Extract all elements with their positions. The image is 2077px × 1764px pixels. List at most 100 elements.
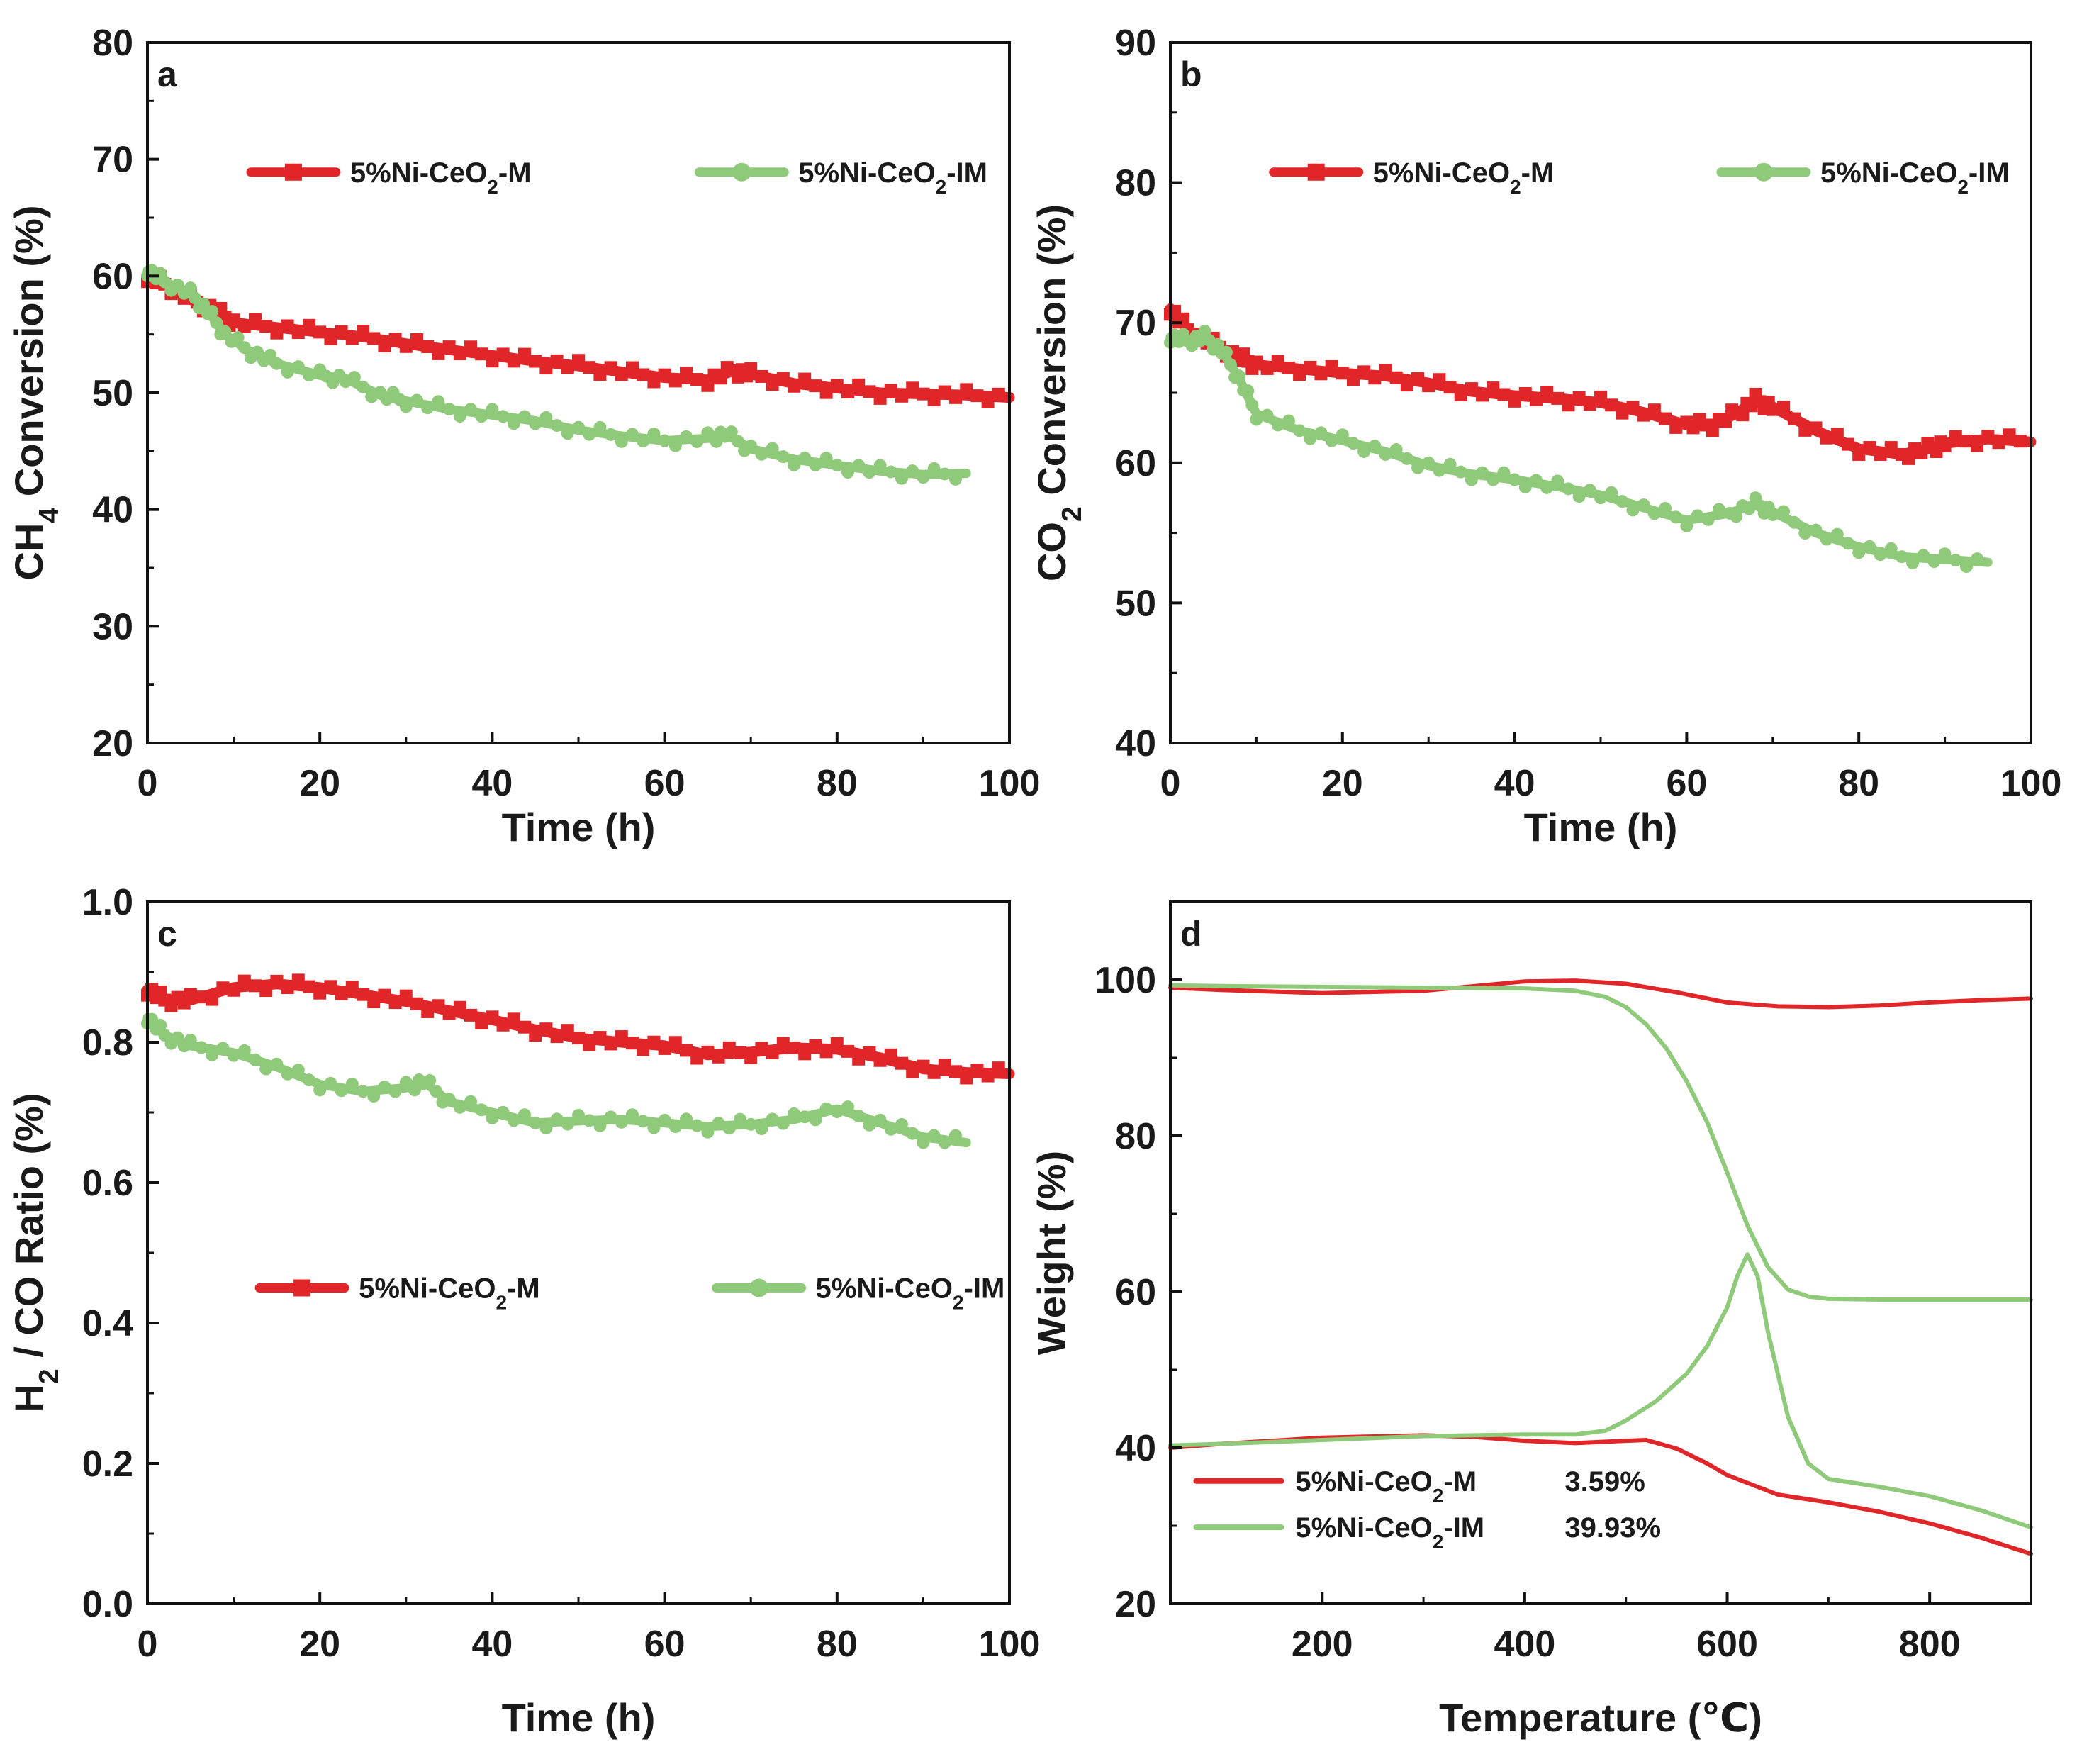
data-point-b-1: [1647, 507, 1661, 520]
legend-label-b-0-part-0: 5%Ni-CeO: [1373, 157, 1510, 189]
data-point-c-0: [237, 974, 251, 988]
data-point-b-1: [1927, 555, 1941, 569]
data-point-c-0: [712, 1050, 725, 1064]
data-point-a-0: [949, 391, 962, 404]
data-point-a-1: [604, 428, 617, 441]
data-point-b-0: [1959, 435, 1973, 448]
data-point-a-1: [561, 427, 574, 440]
y-axis-title-c-part-1: 2: [34, 1368, 65, 1384]
y-axis-title-c: H2 / CO Ratio (%): [6, 1093, 65, 1412]
data-point-c-0: [830, 1037, 844, 1050]
data-point-a-1: [593, 420, 607, 434]
data-point-b-1: [1325, 434, 1338, 447]
data-point-b-1: [1476, 466, 1489, 479]
data-point-a-1: [347, 371, 361, 384]
data-point-c-0: [432, 999, 445, 1012]
legend-marker: [1754, 162, 1773, 182]
data-point-a-0: [378, 339, 391, 352]
data-point-a-0: [572, 354, 585, 367]
legend-label-b-0-part-1: 2: [1510, 175, 1521, 197]
data-point-b-0: [1304, 360, 1317, 374]
data-point-a-1: [668, 439, 682, 452]
data-point-b-0: [1325, 359, 1338, 373]
x-tick-label: 60: [1666, 763, 1707, 804]
data-point-a-0: [507, 355, 520, 368]
data-point-b-1: [1798, 527, 1812, 540]
data-point-b-1: [1938, 547, 1952, 561]
data-point-a-0: [249, 313, 262, 326]
data-point-a-0: [486, 355, 499, 368]
data-point-c-1: [863, 1118, 876, 1132]
data-point-a-0: [421, 340, 435, 353]
legend-value-d-0: 3.59%: [1564, 1466, 1645, 1497]
data-point-b-0: [1583, 398, 1596, 411]
data-point-a-1: [475, 410, 488, 423]
legend-label-a-0: 5%Ni-CeO2-M: [350, 157, 532, 198]
data-point-b-0: [1863, 441, 1876, 454]
y-tick-label: 1.0: [82, 882, 133, 923]
data-point-a-1: [626, 428, 639, 441]
data-point-b-0: [1915, 446, 1928, 459]
data-point-c-1: [313, 1083, 327, 1097]
data-point-a-1: [197, 297, 211, 311]
data-point-a-1: [421, 401, 435, 415]
data-point-c-1: [496, 1105, 510, 1119]
data-point-a-0: [313, 325, 327, 339]
data-point-a-0: [227, 313, 240, 327]
data-point-a-0: [658, 368, 671, 381]
data-point-b-0: [1874, 447, 1887, 461]
data-point-c-1: [423, 1073, 437, 1087]
data-point-b-1: [1314, 426, 1328, 440]
data-point-b-0: [1422, 379, 1435, 393]
data-point-b-0: [1476, 389, 1489, 402]
y-tick-label: 80: [92, 23, 133, 64]
legend-label-c-1-part-1: 2: [953, 1291, 964, 1313]
data-point-b-1: [1260, 408, 1274, 422]
data-point-b-0: [1529, 393, 1543, 406]
legend-label-d-1-part-0: 5%Ni-CeO: [1295, 1512, 1432, 1544]
data-point-b-1: [1551, 474, 1564, 488]
data-point-b-1: [1411, 461, 1425, 474]
data-point-a-0: [259, 320, 273, 333]
data-point-c-1: [561, 1117, 574, 1131]
data-point-c-0: [852, 1052, 866, 1066]
plot-frame-d: [1169, 900, 2032, 1605]
legend-label-a-0-part-2: -M: [498, 157, 532, 189]
data-point-b-1: [1379, 447, 1392, 461]
data-point-b-0: [1487, 381, 1500, 395]
data-point-c-1: [626, 1108, 639, 1122]
data-point-b-0: [1336, 367, 1349, 380]
data-point-c-0: [701, 1045, 715, 1059]
legend-label-c-0-part-2: -M: [507, 1273, 540, 1305]
x-tick-label: 100: [979, 1624, 1041, 1665]
legend-label-a-0-part-1: 2: [487, 175, 498, 197]
data-point-a-0: [830, 379, 844, 392]
data-point-c-1: [852, 1109, 866, 1122]
data-point-c-0: [453, 1000, 466, 1014]
data-point-c-0: [809, 1039, 822, 1052]
data-point-a-0: [690, 373, 704, 386]
data-point-a-0: [561, 361, 574, 374]
data-point-b-1: [1842, 537, 1855, 550]
x-tick-label: 80: [817, 763, 858, 804]
data-point-c-1: [195, 1041, 208, 1054]
data-point-a-0: [895, 389, 908, 403]
data-point-a-0: [442, 340, 456, 354]
data-point-c-0: [744, 1051, 758, 1064]
data-point-b-0: [1852, 447, 1866, 461]
legend-marker: [293, 1279, 311, 1297]
y-tick-label: 40: [92, 490, 133, 531]
data-point-a-0: [680, 367, 693, 380]
data-point-a-1: [410, 393, 423, 407]
data-point-c-0: [270, 974, 284, 988]
data-point-b-1: [1241, 384, 1255, 398]
legend-label-b-1-part-0: 5%Ni-CeO: [1820, 157, 1957, 189]
data-point-a-0: [776, 372, 790, 385]
x-tick-label: 40: [471, 763, 513, 804]
data-point-b-0: [1572, 391, 1586, 404]
data-point-b-0: [1389, 371, 1403, 384]
data-point-c-1: [927, 1129, 941, 1142]
data-point-b-1: [1389, 443, 1403, 457]
data-point-c-1: [819, 1102, 833, 1115]
data-point-c-1: [917, 1136, 930, 1149]
